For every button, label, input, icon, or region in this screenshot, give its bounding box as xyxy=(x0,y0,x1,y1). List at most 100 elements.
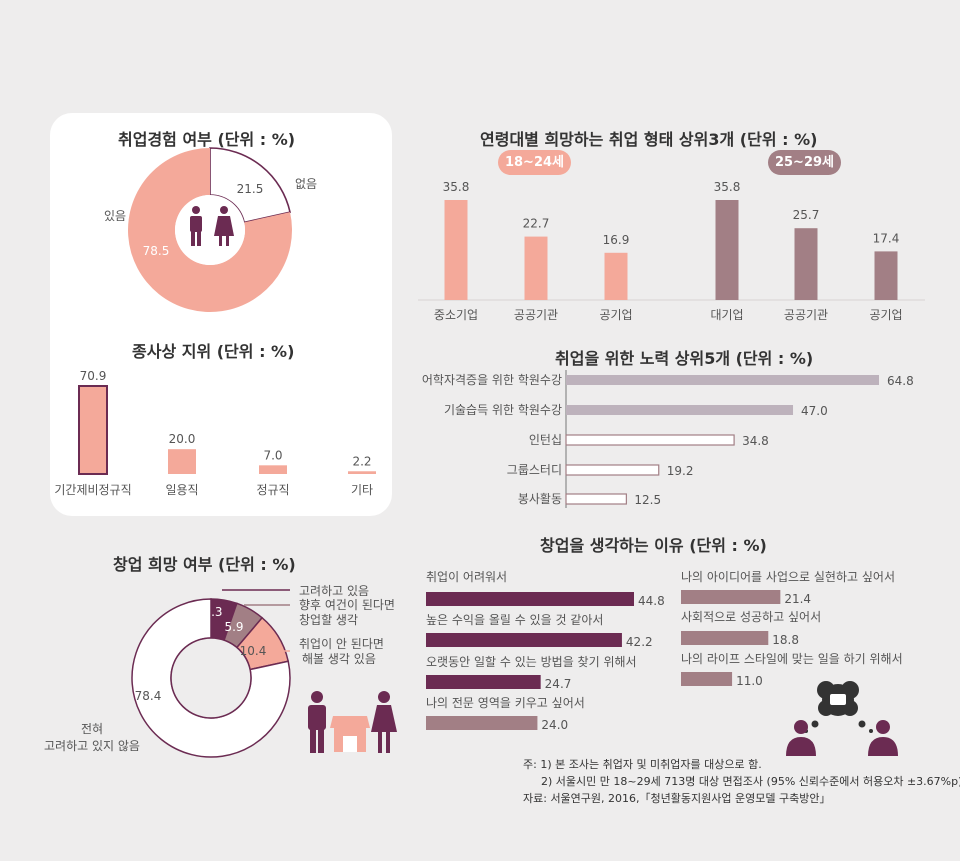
bar xyxy=(565,434,735,446)
bar xyxy=(426,716,538,730)
bar-value-label: 2.2 xyxy=(352,454,371,468)
bar-value-label: 16.9 xyxy=(603,233,630,247)
slice-value-label: 78.5 xyxy=(143,244,170,258)
bar-value-label: 35.8 xyxy=(714,180,741,194)
employment-status-title: 종사상 지위 (단위 : %) xyxy=(132,342,295,361)
bar-value-label: 20.0 xyxy=(169,432,196,446)
job-efforts-title: 취업을 위한 노력 상위5개 (단위 : %) xyxy=(555,349,814,368)
bar-value-label: 21.4 xyxy=(784,592,811,606)
bar xyxy=(426,675,541,689)
bar-category-label: 기간제비정규직 xyxy=(54,483,131,497)
bar-category-label: 봉사활동 xyxy=(518,492,562,506)
man-woman-icon xyxy=(190,206,234,246)
bar-category-label: 그룹스터디 xyxy=(507,463,562,477)
bar-value-label: 11.0 xyxy=(736,674,763,688)
bar xyxy=(794,228,818,300)
bar xyxy=(444,200,468,300)
bar xyxy=(565,493,627,505)
bar-category-label: 대기업 xyxy=(710,308,743,322)
bar xyxy=(426,633,622,647)
note-source: 자료: 서울연구원, 2016,「청년활동지원사업 운영모델 구축방안」 xyxy=(523,792,831,805)
bar-category-label: 중소기업 xyxy=(434,308,478,322)
thought-bubble-people-icon xyxy=(786,681,898,756)
bar xyxy=(524,236,548,300)
donut-hole xyxy=(170,637,252,719)
bar-value-label: 22.7 xyxy=(523,217,550,231)
donut-hole xyxy=(175,195,245,265)
bar xyxy=(259,465,287,474)
bar xyxy=(604,252,628,300)
bar xyxy=(565,464,660,476)
bar-value-label: 70.9 xyxy=(80,369,107,383)
bar xyxy=(715,200,739,300)
bar-value-label: 64.8 xyxy=(887,374,914,388)
bar xyxy=(426,592,634,606)
bar xyxy=(874,251,898,300)
startup-reasons-title: 창업을 생각하는 이유 (단위 : %) xyxy=(540,536,767,555)
footnotes: 주: 1) 본 조사는 취업자 및 미취업자를 대상으로 함. 2) 서울시민 … xyxy=(523,756,960,807)
donut-slice xyxy=(128,148,292,313)
bar-category-label: 공기업 xyxy=(869,308,902,322)
bar-value-label: 25.7 xyxy=(793,208,820,222)
age-badge-young: 18~24세 xyxy=(498,150,571,175)
bar-category-label: 취업이 어려워서 xyxy=(426,570,507,584)
bar-value-label: 42.2 xyxy=(626,635,653,649)
bar xyxy=(681,631,769,645)
legend-label: 취업이 안 된다면 xyxy=(299,637,384,651)
employment-experience-title: 취업경험 여부 (단위 : %) xyxy=(118,130,296,149)
startup-intention-title: 창업 희망 여부 (단위 : %) xyxy=(113,555,296,574)
age-badge-old: 25~29세 xyxy=(768,150,841,175)
slice-label: 있음 xyxy=(104,209,126,223)
bar-category-label: 공공기관 xyxy=(514,308,558,322)
bar-category-label: 인턴십 xyxy=(529,433,562,447)
bar-category-label: 높은 수익을 올릴 수 있을 것 같아서 xyxy=(426,613,603,627)
note-line-2: 2) 서울시민 만 18~29세 713명 대상 면접조사 (95% 신뢰수준에… xyxy=(541,775,960,788)
slice-value-label: 21.5 xyxy=(237,182,264,196)
bar-value-label: 17.4 xyxy=(873,231,900,245)
bar xyxy=(681,590,781,604)
bar-category-label: 공공기관 xyxy=(784,308,828,322)
bar-category-label: 사회적으로 성공하고 싶어서 xyxy=(681,610,821,624)
bar-value-label: 12.5 xyxy=(634,493,661,507)
bar xyxy=(566,405,794,415)
bar-category-label: 공기업 xyxy=(599,308,632,322)
bar-value-label: 47.0 xyxy=(801,404,828,418)
bar-category-label: 나의 전문 영역을 키우고 싶어서 xyxy=(426,696,585,710)
bar-value-label: 18.8 xyxy=(772,633,799,647)
bar-value-label: 19.2 xyxy=(667,464,694,478)
bar-category-label: 기타 xyxy=(351,483,373,497)
bar xyxy=(681,672,733,686)
bar xyxy=(348,471,376,474)
preferred-employment-title: 연령대별 희망하는 취업 형태 상위3개 (단위 : %) xyxy=(480,130,818,149)
startup-reasons-bars: 취업이 어려워서 44.8 높은 수익을 올릴 수 있을 것 같아서 42.2 오랫동안… xyxy=(426,570,903,732)
bar xyxy=(566,375,879,385)
shop-awning-icon xyxy=(308,691,397,753)
bar-value-label: 44.8 xyxy=(638,594,665,608)
slice-value-label: 5.3 xyxy=(203,605,222,619)
job-efforts-bars: 어학자격증을 위한 학원수강 64.8 기술습득 위한 학원수강 47.0 인턴십 34.… xyxy=(422,370,914,508)
bar-value-label: 24.0 xyxy=(541,718,568,732)
bar-category-label: 어학자격증을 위한 학원수강 xyxy=(422,373,562,387)
legend-label: 창업할 생각 xyxy=(299,613,358,627)
bar-category-label: 기술습득 위한 학원수강 xyxy=(444,403,562,417)
slice-label: 없음 xyxy=(295,177,317,191)
slice-label: 전혀 xyxy=(81,722,103,736)
bar-category-label: 일용직 xyxy=(165,483,198,497)
legend-label: 해볼 생각 있음 xyxy=(302,652,376,666)
bar-value-label: 7.0 xyxy=(263,448,282,462)
bar-category-label: 오랫동안 일할 수 있는 방법을 찾기 위해서 xyxy=(426,655,637,669)
bar xyxy=(168,449,196,474)
preferred-employment-bars: 35.8 중소기업 22.7 공공기관 16.9 공기업 35.8 대기업 25.7 공공기관 17… xyxy=(418,180,925,322)
bar-category-label: 나의 라이프 스타일에 맞는 일을 하기 위해서 xyxy=(681,652,903,666)
legend-label: 향후 여건이 된다면 xyxy=(299,598,395,612)
slice-label: 고려하고 있지 않음 xyxy=(44,739,140,753)
slice-value-label: 10.4 xyxy=(240,644,267,658)
employment-status-bars: 70.9 기간제비정규직 20.0 일용직 7.0 정규직 2.2 기타 xyxy=(54,369,376,497)
bar-value-label: 35.8 xyxy=(443,180,470,194)
bar-category-label: 정규직 xyxy=(256,483,289,497)
note-line-1: 주: 1) 본 조사는 취업자 및 미취업자를 대상으로 함. xyxy=(523,758,762,771)
bar-value-label: 24.7 xyxy=(545,677,572,691)
